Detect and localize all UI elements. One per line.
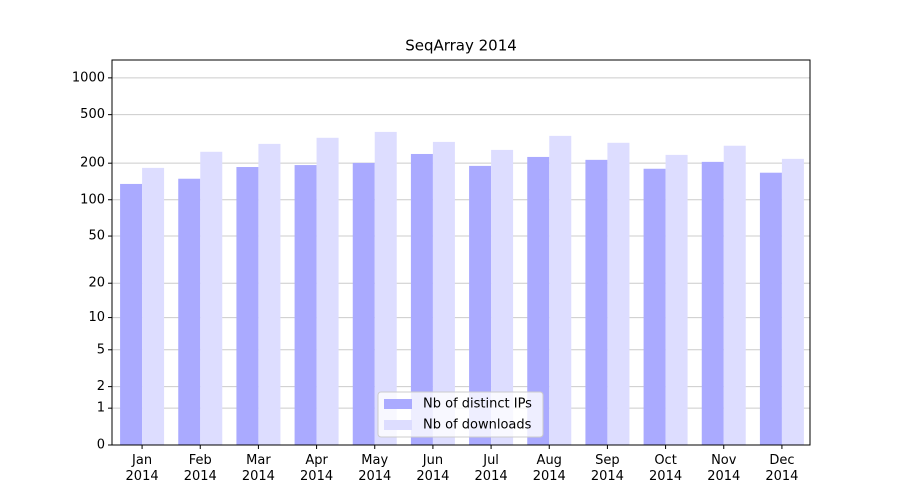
x-tick-label: Nov 2014 [707,453,741,484]
x-tick-label: Mar 2014 [241,453,275,484]
bar [723,145,746,445]
x-tick-label: Oct 2014 [649,453,683,484]
legend-box [377,391,544,438]
legend-label: Nb of downloads [423,418,532,433]
x-tick-label: Jun 2014 [416,453,450,484]
y-tick-label: 5 [97,342,105,357]
bar [607,142,630,445]
bar [120,183,143,445]
bar [316,137,339,445]
bar [527,156,550,445]
y-tick-label: 500 [80,107,105,122]
bar [665,154,688,445]
x-tick-label: Jul 2014 [474,453,508,484]
bar [200,151,223,445]
bar [142,167,165,445]
x-tick-label: Jan 2014 [125,453,159,484]
y-tick-label: 0 [97,438,105,453]
bar [432,141,455,445]
y-tick-label: 200 [80,156,105,171]
bar [410,153,433,445]
bar [549,135,572,445]
bar [294,165,317,446]
bar [236,167,259,445]
y-tick-label: 2 [97,379,105,394]
bar [701,161,724,446]
legend-swatch [384,399,412,409]
y-tick-label: 20 [88,276,105,291]
bar [585,159,608,445]
x-tick-label: Aug 2014 [532,453,566,484]
y-tick-label: 100 [80,192,105,207]
plot-frame [111,59,811,446]
x-tick-label: Apr 2014 [300,453,334,484]
legend-label: Nb of distinct IPs [423,397,532,412]
bar [491,149,514,445]
bar [374,131,397,446]
bar [469,165,492,446]
x-tick-label: Sep 2014 [590,453,624,484]
bar [352,162,375,445]
bar [178,178,201,445]
y-tick-label: 10 [88,310,105,325]
y-tick-label: 1 [97,401,105,416]
y-tick-label: 1000 [72,70,105,85]
bar [258,143,281,445]
bar [781,158,804,445]
chart-title: SeqArray 2014 [405,37,517,55]
legend-swatch [384,420,412,430]
bar [759,172,782,445]
x-tick-label: Feb 2014 [183,453,217,484]
x-tick-label: Dec 2014 [765,453,799,484]
x-tick-label: May 2014 [358,453,392,484]
y-tick-label: 50 [88,229,105,244]
bar [643,168,666,445]
